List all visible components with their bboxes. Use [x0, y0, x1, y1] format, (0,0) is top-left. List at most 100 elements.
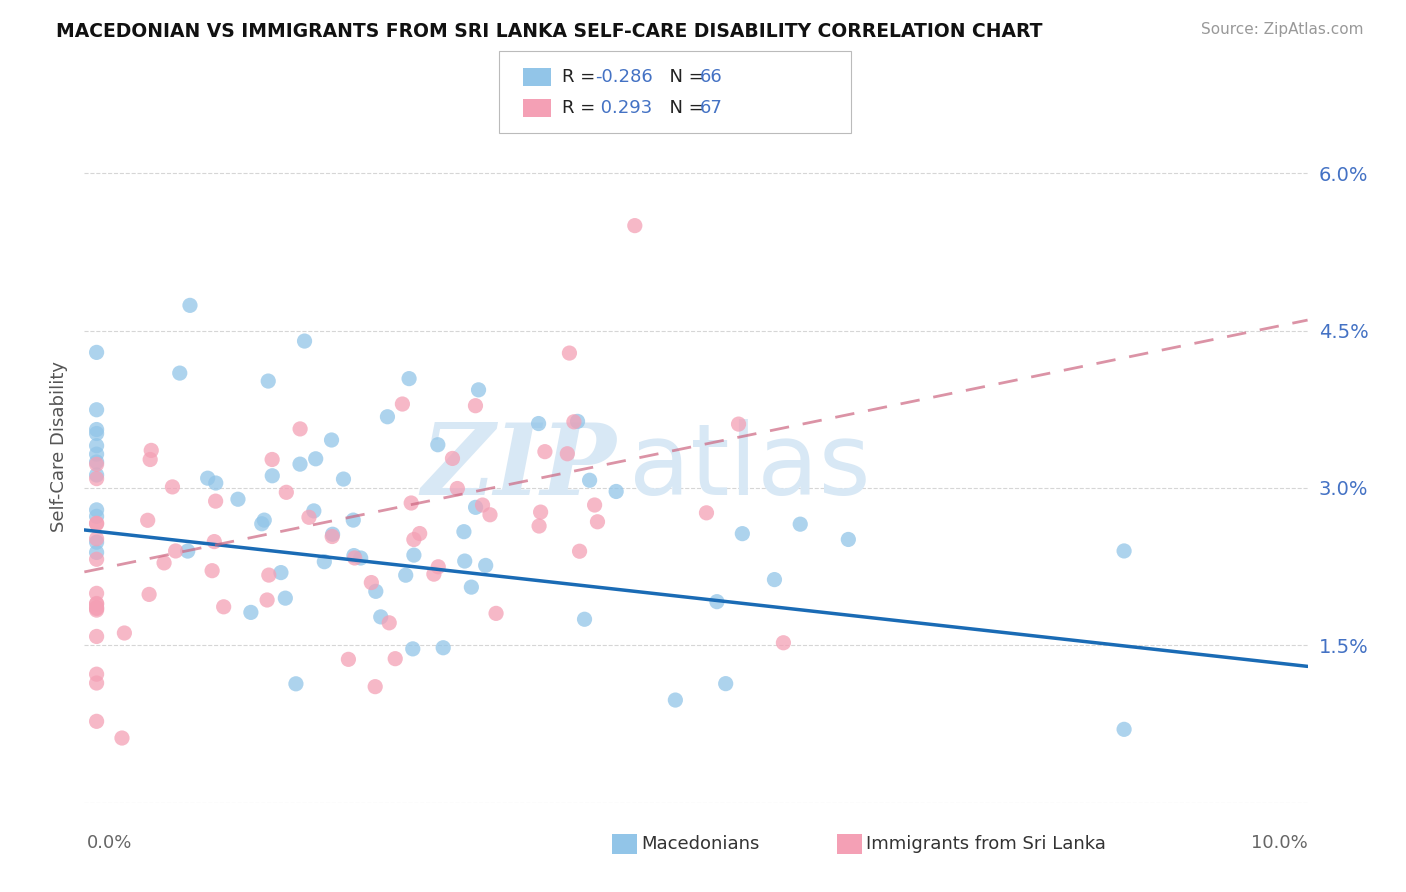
- Point: [534, 444, 557, 458]
- Point: [177, 544, 200, 558]
- Point: [250, 516, 273, 531]
- Point: [772, 636, 794, 650]
- Point: [464, 500, 486, 515]
- Point: [485, 607, 508, 621]
- Point: [423, 567, 446, 582]
- Y-axis label: Self-Care Disability: Self-Care Disability: [51, 360, 69, 532]
- Point: [86, 586, 108, 600]
- Point: [586, 515, 609, 529]
- Point: [201, 564, 224, 578]
- Point: [391, 397, 413, 411]
- Text: 0.293: 0.293: [595, 99, 652, 117]
- Point: [270, 566, 292, 580]
- Point: [624, 219, 647, 233]
- Text: Immigrants from Sri Lanka: Immigrants from Sri Lanka: [866, 835, 1107, 853]
- Point: [605, 484, 627, 499]
- Point: [138, 587, 160, 601]
- Point: [402, 641, 425, 656]
- Point: [314, 555, 336, 569]
- Text: MACEDONIAN VS IMMIGRANTS FROM SRI LANKA SELF-CARE DISABILITY CORRELATION CHART: MACEDONIAN VS IMMIGRANTS FROM SRI LANKA …: [56, 22, 1043, 41]
- Point: [86, 532, 108, 546]
- Point: [377, 409, 399, 424]
- Point: [714, 676, 737, 690]
- Point: [408, 526, 430, 541]
- Point: [86, 458, 108, 472]
- Text: ZIP: ZIP: [422, 419, 616, 516]
- Point: [378, 615, 401, 630]
- Point: [370, 610, 392, 624]
- Point: [527, 519, 550, 533]
- Point: [454, 554, 477, 568]
- Point: [474, 558, 496, 573]
- Point: [86, 439, 108, 453]
- Point: [695, 506, 717, 520]
- Point: [284, 677, 307, 691]
- Point: [226, 492, 249, 507]
- Point: [86, 552, 108, 566]
- Point: [212, 599, 235, 614]
- Point: [321, 529, 343, 543]
- Text: 67: 67: [700, 99, 723, 117]
- Text: Macedonians: Macedonians: [641, 835, 759, 853]
- Point: [294, 334, 316, 348]
- Point: [112, 626, 135, 640]
- Point: [204, 475, 226, 490]
- Point: [298, 510, 321, 524]
- Point: [257, 374, 280, 388]
- Point: [86, 472, 108, 486]
- Point: [453, 524, 475, 539]
- Point: [322, 527, 344, 541]
- Point: [86, 516, 108, 531]
- Point: [427, 559, 450, 574]
- Point: [350, 551, 373, 566]
- Point: [562, 415, 585, 429]
- Point: [337, 652, 360, 666]
- Point: [86, 603, 108, 617]
- Point: [288, 457, 311, 471]
- Text: -0.286: -0.286: [595, 69, 652, 87]
- Point: [256, 593, 278, 607]
- Point: [169, 366, 191, 380]
- Text: R =: R =: [562, 69, 602, 87]
- Point: [1114, 544, 1136, 558]
- Point: [153, 556, 176, 570]
- Point: [402, 533, 425, 547]
- Point: [1114, 723, 1136, 737]
- Point: [136, 513, 159, 527]
- Text: R =: R =: [562, 99, 602, 117]
- Point: [202, 534, 225, 549]
- Point: [399, 496, 422, 510]
- Point: [664, 693, 686, 707]
- Point: [426, 438, 449, 452]
- Point: [86, 630, 108, 644]
- Point: [86, 402, 108, 417]
- Point: [86, 597, 108, 611]
- Point: [395, 568, 418, 582]
- Point: [86, 714, 108, 729]
- Point: [467, 383, 489, 397]
- Point: [86, 509, 108, 524]
- Text: N =: N =: [658, 69, 710, 87]
- Point: [86, 345, 108, 359]
- Point: [86, 455, 108, 469]
- Point: [789, 517, 811, 532]
- Point: [305, 451, 328, 466]
- Point: [432, 640, 454, 655]
- Point: [364, 584, 387, 599]
- Point: [139, 452, 162, 467]
- Point: [441, 451, 464, 466]
- Text: N =: N =: [658, 99, 710, 117]
- Point: [288, 422, 311, 436]
- Point: [274, 591, 297, 606]
- Point: [398, 371, 420, 385]
- Point: [360, 575, 382, 590]
- Point: [276, 485, 298, 500]
- Text: 0.0%: 0.0%: [87, 834, 132, 852]
- Point: [558, 346, 581, 360]
- Point: [86, 423, 108, 437]
- Point: [706, 595, 728, 609]
- Point: [86, 503, 108, 517]
- Point: [86, 676, 108, 690]
- Point: [302, 504, 325, 518]
- Point: [162, 480, 184, 494]
